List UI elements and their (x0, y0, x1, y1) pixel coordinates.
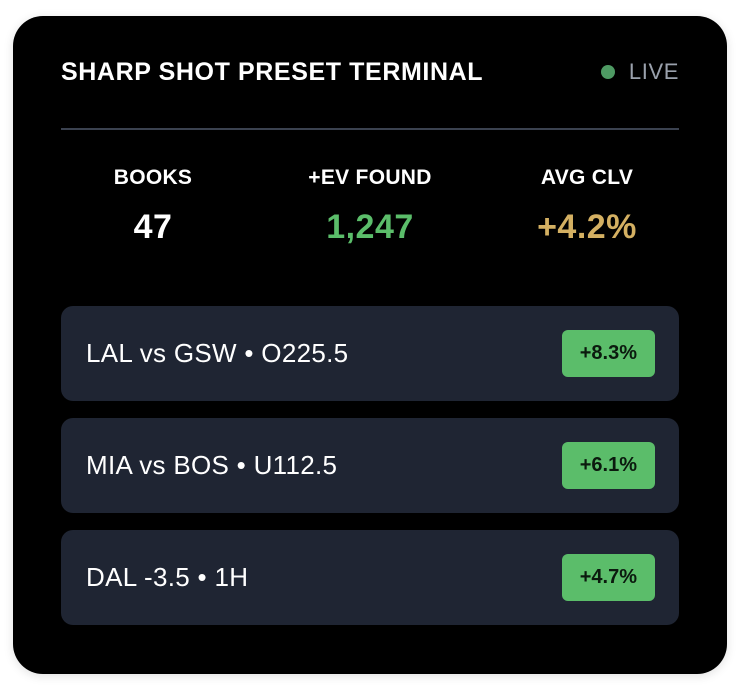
bet-label: LAL vs GSW • O225.5 (86, 338, 349, 368)
live-status-label: LIVE (628, 59, 679, 84)
stat-label: AVG CLV (540, 166, 634, 189)
bet-label: DAL -3.5 • 1H (86, 562, 249, 592)
stat-value: 1,247 (326, 208, 414, 246)
bet-row[interactable]: DAL -3.5 • 1H +4.7% (61, 530, 679, 625)
stat-label: +EV FOUND (308, 166, 432, 189)
stat-label: BOOKS (113, 166, 193, 189)
stats-bar: BOOKS 47 +EV FOUND 1,247 AVG CLV +4.2% (61, 130, 679, 306)
stat-ev-found: +EV FOUND 1,247 (278, 166, 462, 247)
bet-row[interactable]: LAL vs GSW • O225.5 +8.3% (61, 306, 679, 401)
edge-badge: +4.7% (561, 554, 655, 601)
stat-value: 47 (133, 208, 173, 246)
stat-books: BOOKS 47 (61, 166, 245, 247)
live-dot-icon (600, 65, 615, 79)
card-header: SHARP SHOT PRESET TERMINAL LIVE (61, 16, 679, 130)
edge-badge: +6.1% (561, 442, 655, 489)
bet-list: LAL vs GSW • O225.5 +8.3% MIA vs BOS • U… (61, 306, 679, 625)
stat-avg-clv: AVG CLV +4.2% (495, 166, 679, 247)
bet-row[interactable]: MIA vs BOS • U112.5 +6.1% (61, 418, 679, 513)
stat-value: +4.2% (537, 208, 637, 246)
live-status: LIVE (600, 59, 679, 85)
edge-badge: +8.3% (561, 330, 655, 377)
card-title: SHARP SHOT PRESET TERMINAL (61, 57, 484, 86)
bet-label: MIA vs BOS • U112.5 (86, 450, 338, 480)
terminal-card: SHARP SHOT PRESET TERMINAL LIVE BOOKS 47… (13, 16, 727, 674)
